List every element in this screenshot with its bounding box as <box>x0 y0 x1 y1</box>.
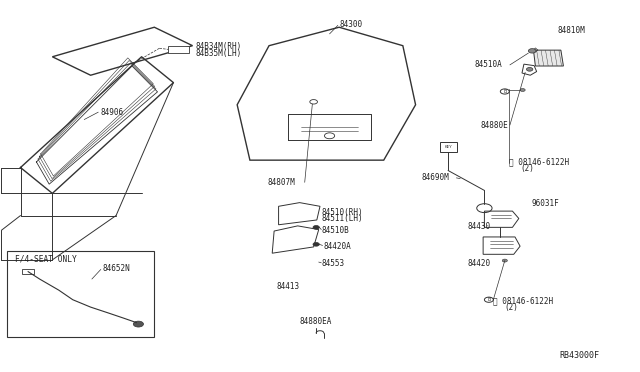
Text: 84510(RH): 84510(RH) <box>322 208 364 217</box>
Text: 84420A: 84420A <box>323 242 351 251</box>
Text: 84413: 84413 <box>276 282 300 291</box>
Text: RB43000F: RB43000F <box>559 350 599 360</box>
Circle shape <box>313 225 319 229</box>
Text: 84B35M(LH): 84B35M(LH) <box>196 49 242 58</box>
Text: 84B34M(RH): 84B34M(RH) <box>196 42 242 51</box>
Text: 84810M: 84810M <box>557 26 585 35</box>
Polygon shape <box>534 50 563 66</box>
Text: 84652N: 84652N <box>102 264 130 273</box>
Text: KEY: KEY <box>444 145 452 149</box>
Circle shape <box>502 259 508 262</box>
Text: 84510A: 84510A <box>474 60 502 70</box>
Text: F/4-SEAT ONLY: F/4-SEAT ONLY <box>15 254 77 264</box>
Text: (2): (2) <box>505 302 518 312</box>
Circle shape <box>527 67 533 71</box>
Text: Ⓑ 08146-6122H: Ⓑ 08146-6122H <box>493 297 554 306</box>
Text: 84807M: 84807M <box>268 178 296 187</box>
Text: B: B <box>487 297 490 302</box>
Text: (2): (2) <box>521 164 534 173</box>
Text: 84690M: 84690M <box>422 173 450 182</box>
Text: 84300: 84300 <box>339 20 362 29</box>
Text: 84510B: 84510B <box>322 226 349 235</box>
Text: 96031F: 96031F <box>532 199 559 208</box>
Text: 84511(LH): 84511(LH) <box>322 214 364 222</box>
FancyBboxPatch shape <box>22 269 34 273</box>
Text: B: B <box>503 89 506 94</box>
Text: 84553: 84553 <box>322 259 345 268</box>
Circle shape <box>520 89 525 92</box>
FancyBboxPatch shape <box>7 251 154 337</box>
Circle shape <box>313 243 319 246</box>
Circle shape <box>133 321 143 327</box>
Circle shape <box>529 49 536 53</box>
Text: 84906: 84906 <box>100 108 124 117</box>
Text: 84420: 84420 <box>468 259 491 268</box>
Text: 84430: 84430 <box>468 222 491 231</box>
Text: 84880E: 84880E <box>481 121 508 129</box>
FancyBboxPatch shape <box>168 46 189 53</box>
Text: 84880EA: 84880EA <box>300 317 332 326</box>
Text: Ⓑ 08146-6122H: Ⓑ 08146-6122H <box>509 157 570 167</box>
